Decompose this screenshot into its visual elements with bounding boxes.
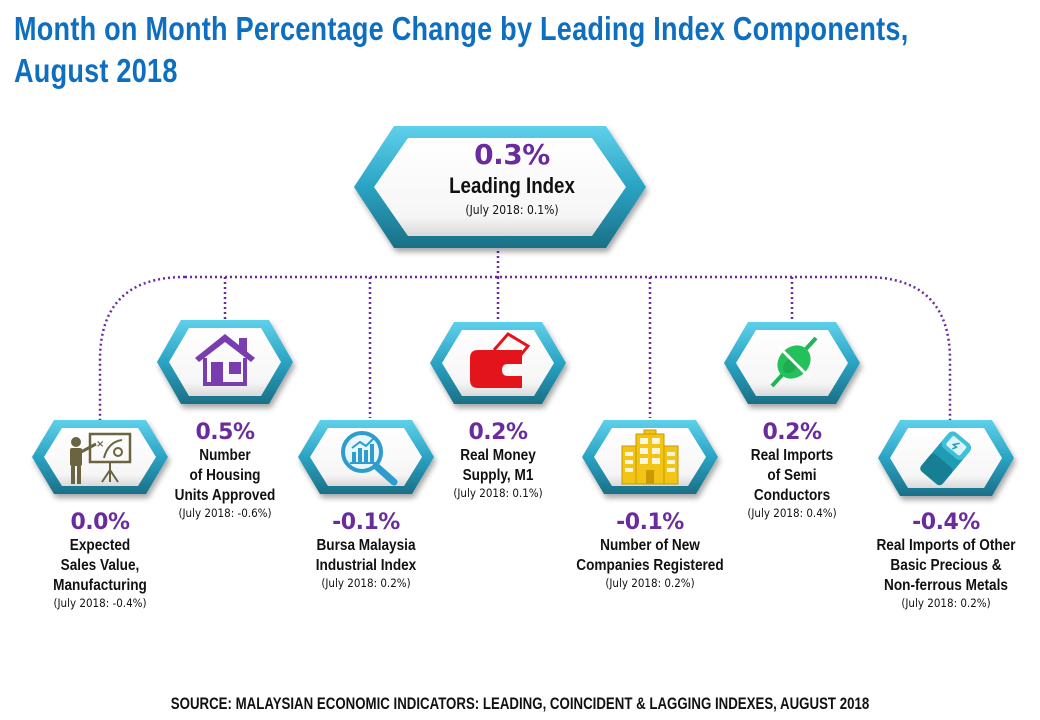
connector-left-curve — [98, 275, 186, 420]
leading-index-card: 0.3% Leading Index (July 2018: 0.1%) — [382, 138, 642, 220]
component-label-line: of Semi — [767, 467, 817, 484]
component-card-housing: 0.5% Number of Housing Units Approved (J… — [145, 420, 305, 520]
component-previous: (July 2018: -0.4%) — [53, 596, 147, 610]
component-previous: (July 2018: -0.6%) — [178, 506, 272, 520]
presentation-icon: × — [70, 432, 132, 484]
title-line-1: Month on Month Percentage Change by Lead… — [14, 10, 909, 47]
component-value: 0.5% — [195, 420, 255, 445]
svg-text:×: × — [96, 439, 104, 450]
component-label-line: Real Imports — [750, 447, 834, 464]
component-value: 0.2% — [468, 420, 528, 445]
component-previous: (July 2018: 0.2%) — [901, 596, 991, 610]
component-card-metals: -0.4% Real Imports of Other Basic Precio… — [856, 510, 1036, 610]
component-previous: (July 2018: 0.2%) — [321, 576, 411, 590]
component-label-line: Supply, M1 — [462, 467, 534, 484]
component-label-line: Real Money — [460, 447, 536, 464]
house-icon — [195, 334, 255, 386]
chart-magnifier-icon — [341, 431, 398, 486]
title-line-2: August 2018 — [14, 52, 178, 89]
component-value: -0.1% — [332, 510, 400, 535]
component-card-bursa: -0.1% Bursa Malaysia Industrial Index (J… — [286, 510, 446, 590]
component-label-line: Real Imports of Other — [876, 537, 1016, 554]
component-label-line: Conductors — [753, 487, 831, 504]
component-hexagon-companies — [580, 418, 720, 496]
component-previous: (July 2018: 0.2%) — [605, 576, 695, 590]
leading-index-label: Leading Index — [449, 173, 575, 198]
component-label-line: Companies Registered — [576, 557, 724, 574]
component-label-line: Expected — [69, 537, 131, 554]
component-value: -0.1% — [616, 510, 684, 535]
component-label-line: of Housing — [189, 467, 261, 484]
component-label-line: Industrial Index — [315, 557, 417, 574]
component-previous: (July 2018: 0.1%) — [453, 486, 543, 500]
component-label-line: Basic Precious & — [890, 557, 1002, 574]
component-hexagon-housing — [155, 318, 295, 406]
component-hexagon-bursa — [296, 418, 436, 496]
component-label-line: Number — [199, 447, 251, 464]
component-card-money-supply: 0.2% Real Money Supply, M1 (July 2018: 0… — [418, 420, 578, 500]
component-label-line: Number of New — [600, 537, 700, 554]
leading-index-previous: (July 2018: 0.1%) — [465, 203, 559, 217]
component-value: 0.2% — [762, 420, 822, 445]
component-label-line: Manufacturing — [53, 577, 147, 594]
component-label-line: Sales Value, — [60, 557, 140, 574]
wallet-icon — [470, 332, 531, 388]
component-card-companies: -0.1% Number of New Companies Registered… — [560, 510, 740, 590]
source-note: SOURCE: MALAYSIAN ECONOMIC INDICATORS: L… — [170, 694, 870, 713]
infographic-title: Month on Month Percentage Change by Lead… — [14, 8, 909, 92]
component-hexagon-metals — [876, 418, 1016, 498]
leading-index-hexagon — [352, 124, 648, 250]
component-value: 0.0% — [70, 510, 130, 535]
component-hexagon-money-supply — [428, 320, 568, 406]
connector-right-curve — [864, 275, 952, 420]
component-hexagon-expected-sales: × — [30, 418, 170, 496]
component-previous: (July 2018: 0.4%) — [747, 506, 837, 520]
component-label-line: Bursa Malaysia — [316, 537, 416, 554]
buildings-icon — [621, 429, 679, 485]
component-card-expected-sales: 0.0% Expected Sales Value, Manufacturing… — [20, 510, 180, 610]
leading-index-value: 0.3% — [474, 138, 550, 171]
component-label-line: Non-ferrous Metals — [884, 577, 1008, 594]
component-label-line: Units Approved — [174, 487, 276, 504]
component-hexagon-semiconductors — [722, 320, 862, 406]
metal-ingot-icon — [920, 431, 971, 486]
semiconductor-icon — [770, 336, 818, 388]
component-card-semiconductors: 0.2% Real Imports of Semi Conductors (Ju… — [712, 420, 872, 520]
component-value: -0.4% — [912, 510, 980, 535]
